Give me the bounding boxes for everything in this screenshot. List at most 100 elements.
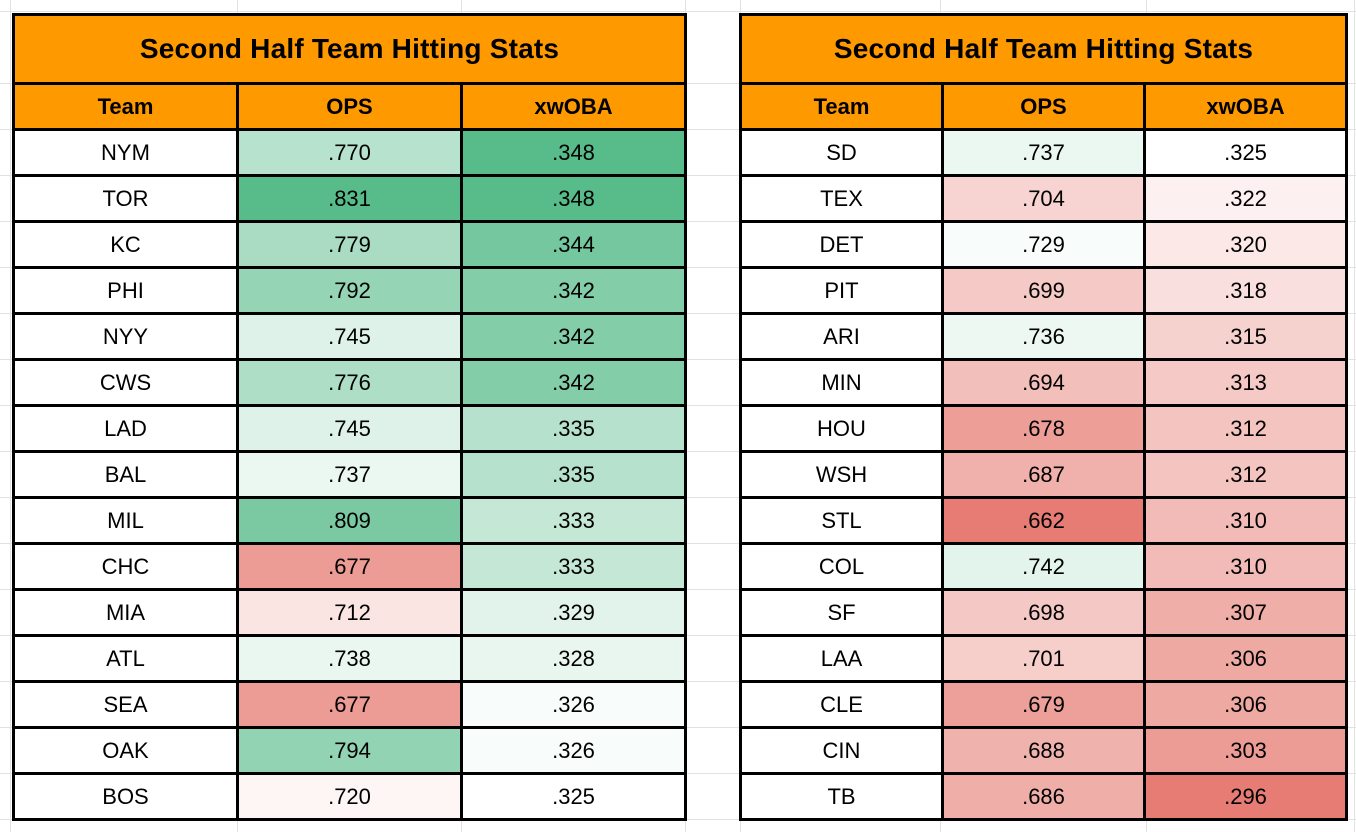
column-header-xwoba[interactable]: xwOBA: [1142, 82, 1349, 131]
table-title[interactable]: Second Half Team Hitting Stats: [11, 13, 688, 85]
ops-cell[interactable]: .662: [941, 496, 1146, 545]
xwoba-cell[interactable]: .313: [1142, 358, 1349, 407]
ops-cell[interactable]: .809: [236, 496, 463, 545]
column-header-ops[interactable]: OPS: [236, 82, 463, 131]
ops-cell[interactable]: .738: [236, 634, 463, 683]
xwoba-cell[interactable]: .329: [459, 588, 688, 637]
xwoba-cell[interactable]: .312: [1142, 404, 1349, 453]
xwoba-cell[interactable]: .328: [459, 634, 688, 683]
team-cell[interactable]: CHC: [12, 542, 239, 591]
team-cell[interactable]: CWS: [12, 358, 239, 407]
ops-cell[interactable]: .677: [236, 542, 463, 591]
xwoba-cell[interactable]: .333: [459, 496, 688, 545]
ops-cell[interactable]: .745: [236, 312, 463, 361]
ops-cell[interactable]: .770: [236, 128, 463, 177]
xwoba-cell[interactable]: .303: [1142, 726, 1349, 775]
xwoba-cell[interactable]: .325: [1142, 128, 1349, 177]
team-cell[interactable]: NYY: [12, 312, 239, 361]
team-cell[interactable]: SF: [739, 588, 944, 637]
team-cell[interactable]: HOU: [739, 404, 944, 453]
team-cell[interactable]: OAK: [12, 726, 239, 775]
table-row: NYY .745.342: [12, 312, 688, 361]
xwoba-cell[interactable]: .296: [1142, 772, 1349, 821]
xwoba-cell[interactable]: .310: [1142, 542, 1349, 591]
team-cell[interactable]: BOS: [12, 772, 239, 821]
xwoba-cell[interactable]: .348: [459, 128, 688, 177]
team-cell[interactable]: COL: [739, 542, 944, 591]
ops-cell[interactable]: .792: [236, 266, 463, 315]
team-cell[interactable]: MIA: [12, 588, 239, 637]
ops-cell[interactable]: .701: [941, 634, 1146, 683]
ops-cell[interactable]: .688: [941, 726, 1146, 775]
ops-cell[interactable]: .677: [236, 680, 463, 729]
column-header-xwoba[interactable]: xwOBA: [459, 82, 688, 131]
team-cell[interactable]: LAA: [739, 634, 944, 683]
column-header-team[interactable]: Team: [739, 82, 944, 131]
team-cell[interactable]: PHI: [12, 266, 239, 315]
team-cell[interactable]: STL: [739, 496, 944, 545]
team-cell[interactable]: TB: [739, 772, 944, 821]
ops-cell[interactable]: .745: [236, 404, 463, 453]
team-cell[interactable]: MIN: [739, 358, 944, 407]
team-cell[interactable]: ATL: [12, 634, 239, 683]
team-cell[interactable]: TOR: [12, 174, 239, 223]
xwoba-cell[interactable]: .320: [1142, 220, 1349, 269]
team-cell[interactable]: ARI: [739, 312, 944, 361]
team-cell[interactable]: BAL: [12, 450, 239, 499]
xwoba-cell[interactable]: .306: [1142, 680, 1349, 729]
xwoba-cell[interactable]: .325: [459, 772, 688, 821]
ops-cell[interactable]: .742: [941, 542, 1146, 591]
xwoba-cell[interactable]: .344: [459, 220, 688, 269]
xwoba-cell[interactable]: .322: [1142, 174, 1349, 223]
ops-cell[interactable]: .720: [236, 772, 463, 821]
xwoba-cell[interactable]: .315: [1142, 312, 1349, 361]
ops-cell[interactable]: .704: [941, 174, 1146, 223]
xwoba-cell[interactable]: .342: [459, 266, 688, 315]
ops-cell[interactable]: .736: [941, 312, 1146, 361]
xwoba-cell[interactable]: .326: [459, 726, 688, 775]
ops-cell[interactable]: .686: [941, 772, 1146, 821]
team-cell[interactable]: SEA: [12, 680, 239, 729]
ops-cell[interactable]: .729: [941, 220, 1146, 269]
ops-cell[interactable]: .794: [236, 726, 463, 775]
xwoba-cell[interactable]: .306: [1142, 634, 1349, 683]
xwoba-cell[interactable]: .335: [459, 450, 688, 499]
ops-cell[interactable]: .678: [941, 404, 1146, 453]
team-cell[interactable]: CIN: [739, 726, 944, 775]
team-cell[interactable]: MIL: [12, 496, 239, 545]
table-title[interactable]: Second Half Team Hitting Stats: [738, 13, 1349, 85]
team-cell[interactable]: DET: [739, 220, 944, 269]
ops-cell[interactable]: .698: [941, 588, 1146, 637]
table-row: ARI .736.315: [739, 312, 1349, 361]
ops-cell[interactable]: .776: [236, 358, 463, 407]
xwoba-cell[interactable]: .342: [459, 312, 688, 361]
ops-cell[interactable]: .737: [941, 128, 1146, 177]
xwoba-cell[interactable]: .335: [459, 404, 688, 453]
ops-cell[interactable]: .779: [236, 220, 463, 269]
team-cell[interactable]: LAD: [12, 404, 239, 453]
ops-cell[interactable]: .712: [236, 588, 463, 637]
ops-cell[interactable]: .699: [941, 266, 1146, 315]
column-header-ops[interactable]: OPS: [941, 82, 1146, 131]
team-cell[interactable]: WSH: [739, 450, 944, 499]
ops-cell[interactable]: .687: [941, 450, 1146, 499]
ops-cell[interactable]: .737: [236, 450, 463, 499]
xwoba-cell[interactable]: .333: [459, 542, 688, 591]
team-cell[interactable]: TEX: [739, 174, 944, 223]
xwoba-cell[interactable]: .326: [459, 680, 688, 729]
xwoba-cell[interactable]: .348: [459, 174, 688, 223]
xwoba-cell[interactable]: .342: [459, 358, 688, 407]
ops-cell[interactable]: .831: [236, 174, 463, 223]
team-cell[interactable]: CLE: [739, 680, 944, 729]
xwoba-cell[interactable]: .307: [1142, 588, 1349, 637]
team-cell[interactable]: SD: [739, 128, 944, 177]
team-cell[interactable]: KC: [12, 220, 239, 269]
xwoba-cell[interactable]: .310: [1142, 496, 1349, 545]
xwoba-cell[interactable]: .318: [1142, 266, 1349, 315]
team-cell[interactable]: NYM: [12, 128, 239, 177]
column-header-team[interactable]: Team: [12, 82, 239, 131]
ops-cell[interactable]: .679: [941, 680, 1146, 729]
xwoba-cell[interactable]: .312: [1142, 450, 1349, 499]
team-cell[interactable]: PIT: [739, 266, 944, 315]
ops-cell[interactable]: .694: [941, 358, 1146, 407]
